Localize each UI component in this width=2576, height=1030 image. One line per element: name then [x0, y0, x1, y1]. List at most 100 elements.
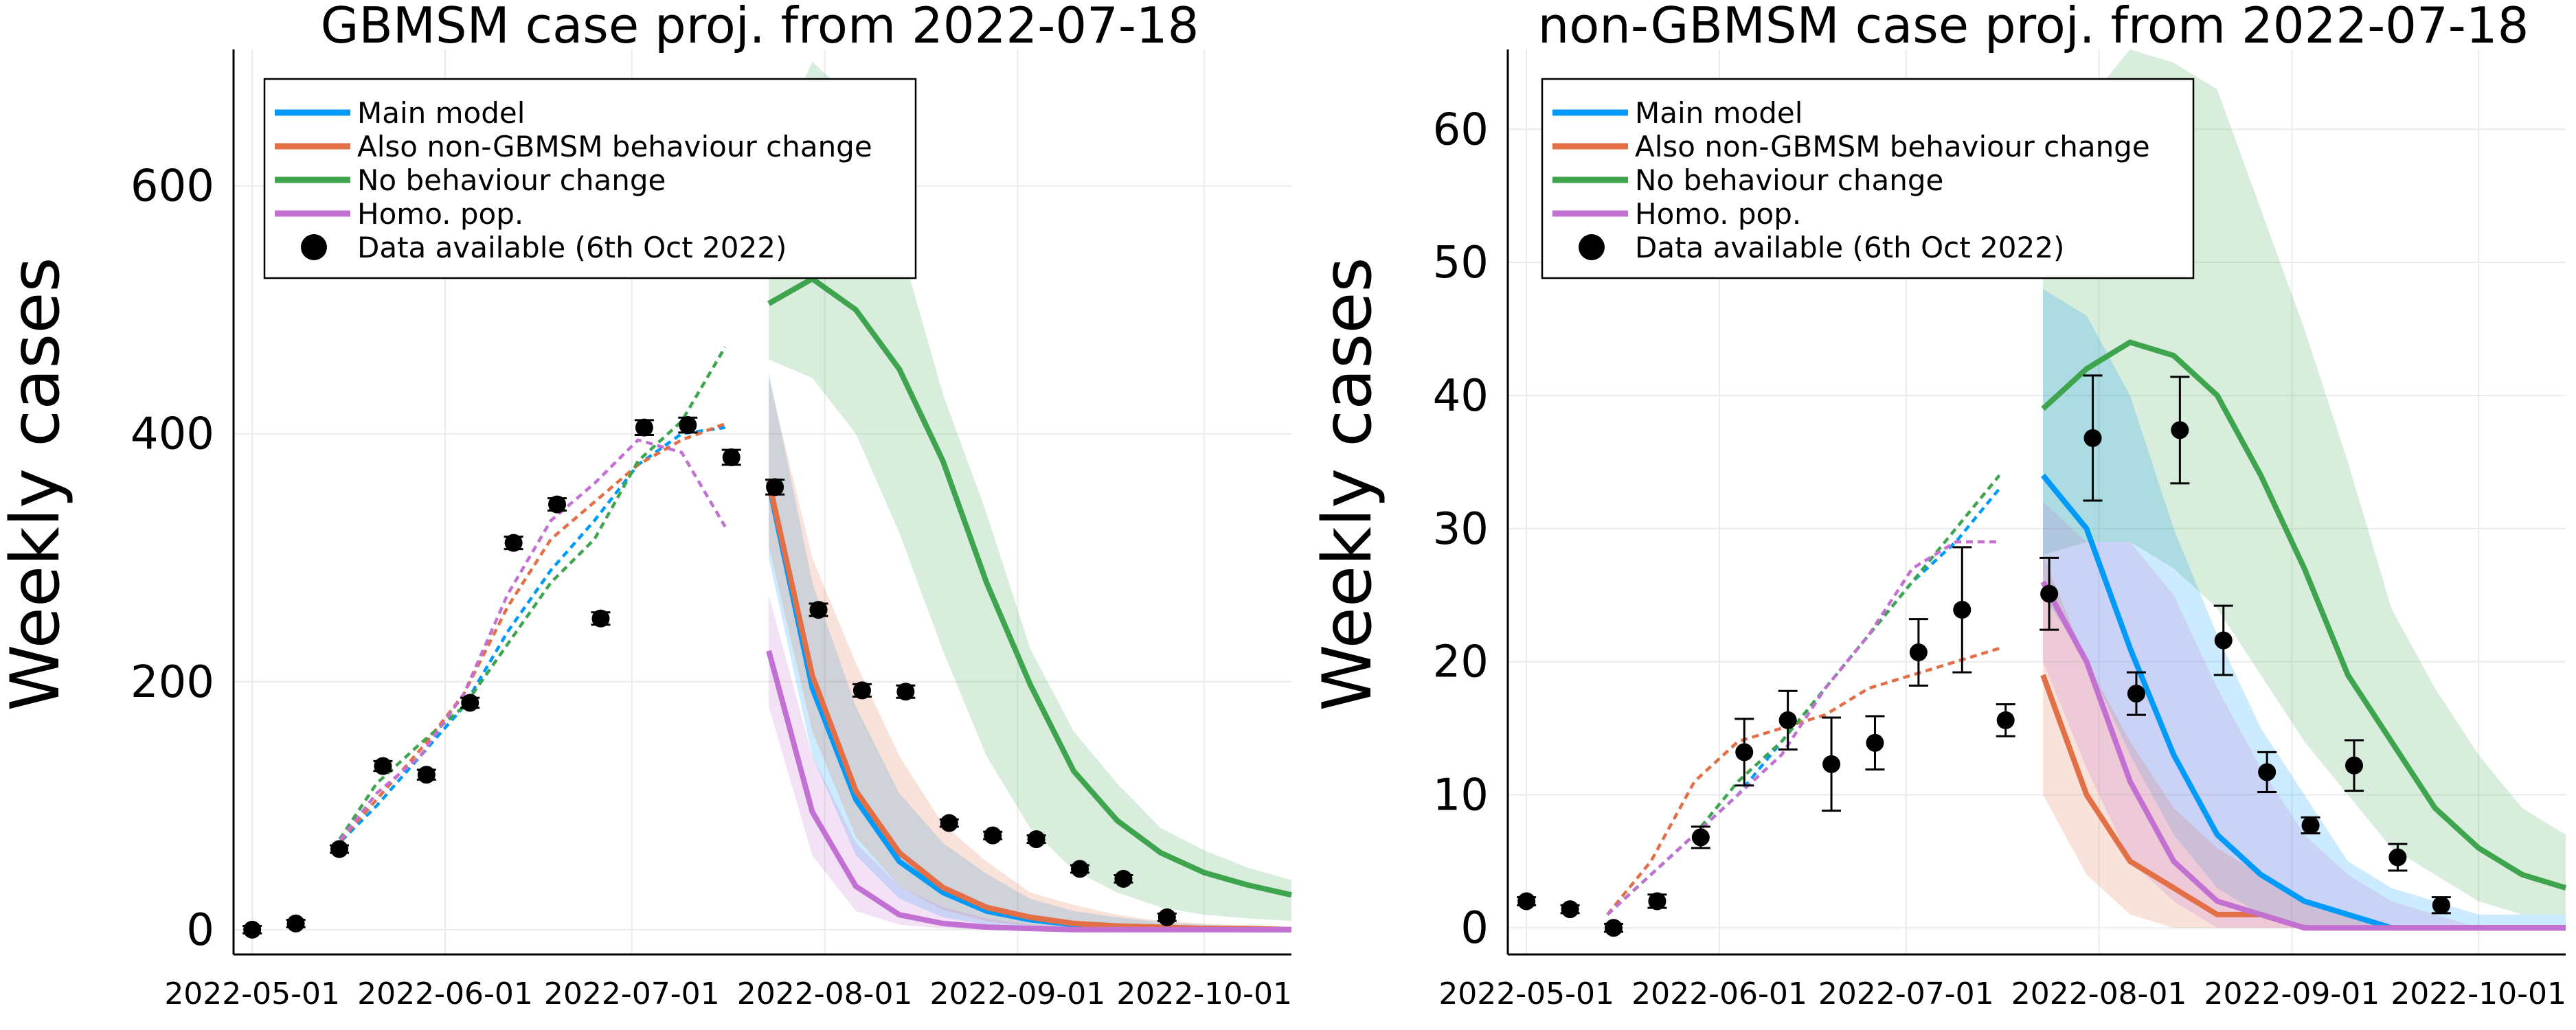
data-point: [2214, 631, 2233, 650]
legend-swatch-data: [301, 234, 327, 260]
y-tick-label: 0: [186, 905, 214, 956]
x-tick-label: 2022-07-01: [1818, 976, 1994, 1011]
panel-non-gbmsm: non-GBMSM case proj. from 2022-07-18 Wee…: [1309, 0, 2567, 1011]
data-point: [1822, 755, 1841, 773]
data-point: [286, 914, 305, 932]
x-tick-label: 2022-10-01: [1116, 976, 1292, 1011]
x-tick-label: 2022-09-01: [2204, 976, 2380, 1011]
fit-line-nochange: [332, 346, 727, 850]
x-tick-label: 2022-08-01: [737, 976, 913, 1011]
projection-line-nochange: [2041, 339, 2567, 891]
data-point: [2127, 685, 2145, 703]
legend-label-homo: Homo. pop.: [1635, 197, 1801, 231]
uncertainty-band-main: [2043, 288, 2566, 928]
chart-title: non-GBMSM case proj. from 2022-07-18: [1538, 0, 2529, 54]
data-point: [1157, 908, 1176, 926]
y-tick-label: 30: [1433, 504, 1489, 555]
data-point: [809, 601, 828, 619]
data-point: [1866, 733, 1884, 752]
x-tick-label: 2022-06-01: [1631, 976, 1807, 1011]
x-tick-label: 2022-06-01: [357, 976, 533, 1011]
data-point: [2258, 763, 2276, 781]
chart-title: GBMSM case proj. from 2022-07-18: [321, 0, 1199, 54]
data-point: [243, 920, 262, 939]
data-point: [1027, 830, 1046, 849]
uncertainty-band-also: [2043, 555, 2566, 928]
data-point: [417, 766, 436, 784]
legend-label-also: Also non-GBMSM behaviour change: [357, 130, 872, 163]
data-point: [1778, 711, 1797, 729]
legend-swatch-data: [1579, 234, 1605, 260]
data-point: [504, 534, 523, 552]
projection-line-homo: [766, 650, 1291, 932]
data-point: [461, 694, 479, 712]
data-point: [940, 814, 958, 832]
y-axis-label: Weekly cases: [1309, 257, 1387, 711]
x-tick-label: 2022-05-01: [164, 976, 340, 1011]
data-point: [722, 448, 741, 467]
y-tick-label: 0: [1460, 903, 1489, 954]
y-tick-label: 50: [1433, 238, 1489, 288]
y-axis-label: Weekly cases: [0, 257, 75, 711]
legend-label-nochange: No behaviour change: [357, 163, 666, 197]
y-tick-label: 600: [131, 161, 214, 212]
data-point: [635, 418, 653, 437]
fit-line-homo: [332, 438, 727, 850]
legend: Main model Also non-GBMSM behaviour chan…: [263, 78, 917, 279]
legend-label-also: Also non-GBMSM behaviour change: [1635, 130, 2150, 163]
legend-label-nochange: No behaviour change: [1635, 163, 1943, 197]
data-point: [1909, 643, 1928, 662]
data-point: [2301, 816, 2320, 834]
data-point: [548, 495, 567, 514]
x-tick-label: 2022-05-01: [1438, 976, 1614, 1011]
legend-box: [1541, 78, 2195, 279]
data-point: [1996, 711, 2015, 729]
data-point: [984, 826, 1002, 845]
data-point: [330, 840, 348, 858]
data-point: [1605, 919, 1623, 937]
data-point: [1561, 900, 1579, 919]
panel-gbmsm: GBMSM case proj. from 2022-07-18 Weekly …: [0, 0, 1292, 1011]
data-point: [1648, 892, 1667, 911]
data-point: [852, 681, 871, 700]
legend: Main model Also non-GBMSM behaviour chan…: [1541, 78, 2195, 279]
data-point: [1517, 892, 1536, 911]
x-tick-label: 2022-07-01: [544, 976, 720, 1011]
data-point: [591, 609, 610, 628]
y-tick-label: 10: [1433, 770, 1489, 821]
uncertainty-band-homo: [2043, 502, 2566, 928]
uncertainty-band-also: [769, 378, 1291, 930]
fit-line-nochange: [1606, 474, 2001, 916]
data-point: [374, 757, 392, 775]
data-point: [2040, 584, 2059, 603]
legend-label-data: Data available (6th Oct 2022): [1635, 231, 2064, 264]
legend-label-main: Main model: [357, 96, 525, 130]
x-tick-label: 2022-09-01: [930, 976, 1106, 1011]
projection-line-homo: [2040, 580, 2566, 931]
y-tick-label: 20: [1433, 637, 1489, 688]
y-tick-label: 200: [131, 657, 214, 708]
y-tick-label: 400: [131, 409, 214, 460]
fit-line-main: [332, 426, 725, 851]
data-point: [679, 416, 697, 435]
data-point: [1071, 860, 1089, 878]
data-point: [2345, 756, 2363, 775]
data-point: [1735, 743, 1754, 762]
data-point: [1114, 869, 1133, 888]
data-point: [1691, 828, 1710, 847]
data-point: [2388, 848, 2407, 867]
projection-line-nochange: [767, 276, 1292, 898]
y-tick-label: 60: [1433, 104, 1489, 155]
data-point: [2083, 428, 2102, 447]
data-point: [2171, 421, 2189, 439]
data-point: [896, 683, 915, 701]
legend-box: [263, 78, 917, 279]
y-tick-label: 40: [1433, 371, 1489, 422]
legend-label-homo: Homo. pop.: [357, 197, 523, 231]
x-tick-label: 2022-08-01: [2011, 976, 2187, 1011]
data-point: [1953, 600, 1971, 619]
legend-label-data: Data available (6th Oct 2022): [357, 231, 787, 264]
legend-label-main: Main model: [1635, 96, 1803, 130]
x-tick-label: 2022-10-01: [2391, 976, 2566, 1011]
